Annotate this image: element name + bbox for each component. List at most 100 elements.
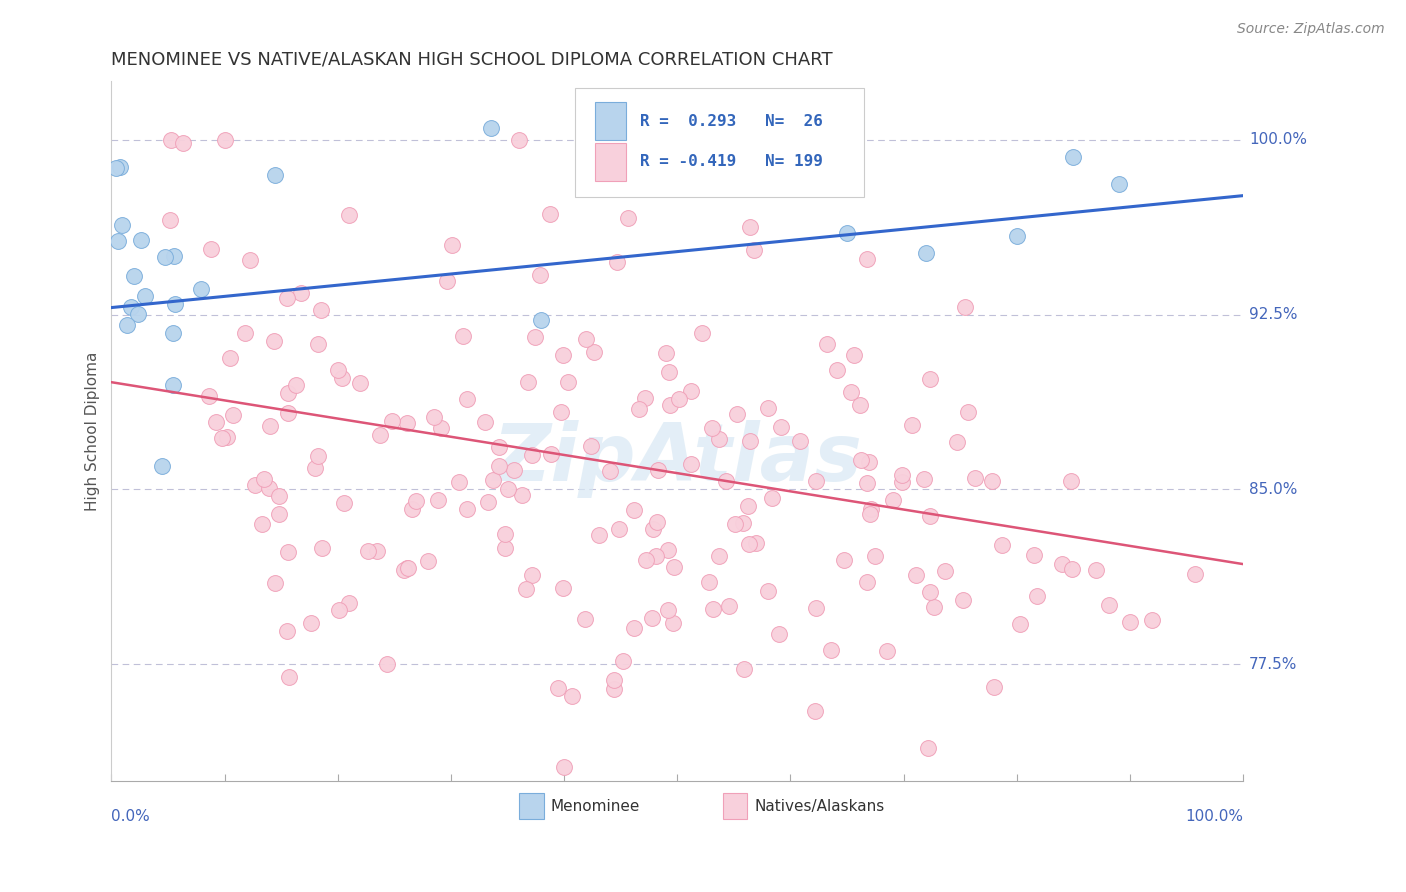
Point: [107, 234, 129, 248]
Point: [599, 464, 621, 478]
Point: [588, 528, 610, 542]
Point: [835, 226, 858, 240]
Point: [603, 681, 626, 696]
Point: [963, 471, 986, 485]
Point: [603, 673, 626, 688]
Point: [163, 250, 186, 264]
Point: [264, 168, 287, 182]
FancyBboxPatch shape: [595, 143, 626, 181]
Point: [1010, 616, 1032, 631]
Point: [709, 432, 731, 446]
Point: [401, 501, 423, 516]
Point: [761, 491, 783, 506]
Point: [657, 365, 679, 379]
Point: [742, 244, 765, 258]
Point: [617, 211, 640, 225]
Point: [980, 474, 1002, 488]
Point: [820, 643, 842, 657]
Point: [381, 414, 404, 428]
Point: [650, 155, 672, 169]
Point: [956, 405, 979, 419]
Point: [277, 406, 299, 420]
Point: [702, 602, 724, 616]
Point: [529, 268, 551, 282]
Point: [561, 689, 583, 703]
Point: [349, 376, 371, 391]
Point: [917, 741, 939, 756]
Point: [494, 541, 516, 555]
Text: 0.0%: 0.0%: [111, 809, 150, 824]
FancyBboxPatch shape: [575, 88, 865, 197]
Point: [357, 544, 380, 558]
Point: [405, 494, 427, 508]
Point: [122, 268, 145, 283]
Point: [553, 581, 575, 595]
Point: [557, 375, 579, 389]
Point: [690, 326, 713, 340]
Point: [523, 330, 546, 344]
Point: [891, 467, 914, 482]
Point: [162, 326, 184, 341]
Point: [110, 160, 132, 174]
Point: [623, 621, 645, 635]
Point: [488, 459, 510, 474]
Point: [204, 415, 226, 429]
Point: [1108, 177, 1130, 191]
Point: [628, 401, 651, 416]
Point: [284, 378, 307, 392]
Point: [606, 255, 628, 269]
Point: [502, 463, 524, 477]
Point: [217, 430, 239, 444]
Text: 100.0%: 100.0%: [1249, 132, 1306, 147]
Point: [243, 478, 266, 492]
Point: [117, 318, 139, 332]
Point: [211, 431, 233, 445]
Point: [612, 654, 634, 668]
Point: [855, 575, 877, 590]
Point: [849, 453, 872, 467]
Point: [131, 233, 153, 247]
Point: [333, 496, 356, 510]
Point: [326, 363, 349, 377]
Point: [510, 488, 533, 502]
Point: [494, 526, 516, 541]
Point: [876, 644, 898, 658]
Point: [607, 522, 630, 536]
Point: [277, 544, 299, 558]
Point: [983, 681, 1005, 695]
Point: [375, 657, 398, 671]
Point: [299, 615, 322, 630]
Point: [882, 492, 904, 507]
Point: [668, 392, 690, 406]
Point: [768, 626, 790, 640]
Point: [515, 582, 537, 597]
Point: [396, 561, 419, 575]
Text: R =  0.293   N=  26: R = 0.293 N= 26: [640, 113, 823, 128]
Point: [449, 475, 471, 489]
Text: Source: ZipAtlas.com: Source: ZipAtlas.com: [1237, 22, 1385, 37]
Point: [159, 213, 181, 227]
Point: [659, 398, 682, 412]
Point: [162, 378, 184, 392]
Point: [727, 408, 749, 422]
Point: [991, 538, 1014, 552]
Point: [1119, 615, 1142, 629]
Point: [623, 503, 645, 517]
Point: [952, 593, 974, 607]
Point: [920, 372, 942, 386]
Point: [769, 420, 792, 434]
Point: [105, 161, 128, 176]
Point: [740, 219, 762, 234]
Point: [825, 362, 848, 376]
Point: [395, 416, 418, 430]
Point: [538, 207, 561, 221]
Point: [859, 507, 882, 521]
Point: [337, 596, 360, 610]
Point: [645, 549, 668, 563]
Point: [1025, 589, 1047, 603]
Point: [134, 289, 156, 303]
Point: [150, 459, 173, 474]
Point: [155, 251, 177, 265]
Point: [337, 208, 360, 222]
Point: [789, 434, 811, 448]
